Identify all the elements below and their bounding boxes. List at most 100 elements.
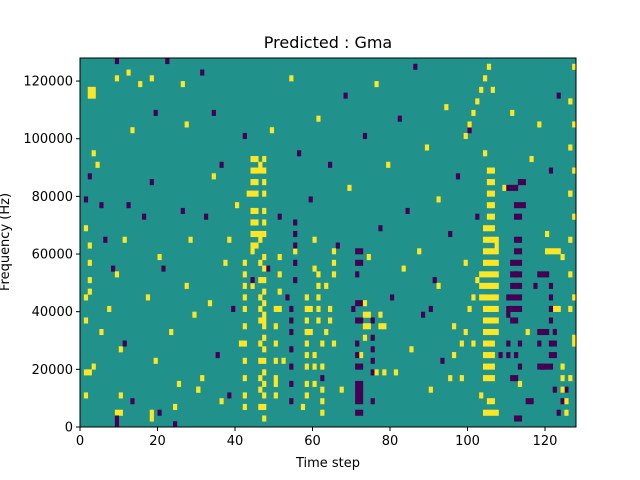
heatmap-cell (169, 328, 174, 336)
heatmap-cell (568, 190, 573, 197)
heatmap-cell (304, 392, 309, 399)
heatmap-cell (254, 167, 259, 174)
heatmap-cell (262, 265, 267, 272)
heatmap-cell (483, 328, 488, 336)
heatmap-cell (490, 202, 495, 209)
heatmap-cell (514, 236, 519, 243)
heatmap-cell (87, 259, 92, 266)
heatmap-cell (510, 375, 515, 382)
heatmap-cell (514, 282, 519, 289)
heatmap-cell (91, 86, 96, 93)
heatmap-cell (467, 121, 472, 128)
x-tick-label: 80 (382, 434, 399, 449)
heatmap-cell (145, 294, 151, 301)
heatmap-cell (463, 328, 468, 336)
heatmap-cell (316, 282, 321, 289)
heatmap-cell (537, 328, 542, 336)
heatmap-cell (304, 352, 309, 359)
heatmap-cell (564, 398, 569, 405)
heatmap-cell (374, 81, 379, 88)
heatmap-cell (444, 104, 449, 111)
heatmap-cell (114, 58, 120, 65)
heatmap-cell (521, 179, 526, 186)
heatmap-cell (564, 409, 569, 416)
y-axis-title: Frequency (Hz) (0, 193, 13, 291)
heatmap-cell (312, 363, 317, 370)
heatmap-cell (494, 236, 499, 243)
heatmap-cell (184, 121, 189, 128)
heatmap-cell (273, 392, 278, 399)
heatmap-cell (254, 207, 259, 214)
heatmap-cell (490, 317, 495, 324)
heatmap-cell (87, 288, 92, 295)
heatmap-cell (242, 323, 247, 330)
heatmap-cell (254, 179, 259, 186)
heatmap-cell (262, 334, 267, 341)
heatmap-cell (331, 259, 337, 266)
heatmap-cell (483, 294, 488, 301)
heatmap-cell (250, 219, 255, 226)
heatmap-cell (262, 288, 267, 295)
heatmap-cell (568, 98, 573, 105)
heatmap-cell (320, 340, 325, 347)
heatmap-cell (331, 340, 337, 347)
heatmap-cell (91, 150, 96, 157)
heatmap-cell (463, 132, 468, 140)
heatmap-cell (483, 75, 488, 82)
heatmap-cell (126, 202, 131, 209)
heatmap-cell (262, 230, 267, 238)
heatmap-cell (316, 305, 321, 312)
heatmap-cell (242, 259, 247, 266)
heatmap-cell (548, 352, 554, 359)
heatmap-cell (506, 184, 511, 191)
heatmap-cell (262, 392, 267, 399)
heatmap-cell (514, 375, 519, 382)
heatmap-cell (517, 179, 523, 186)
heatmap-cell (366, 323, 371, 330)
heatmap-cell (304, 294, 309, 301)
heatmap-cell (548, 363, 554, 370)
heatmap-cell (494, 294, 499, 301)
heatmap-cell (548, 340, 554, 347)
heatmap-cell (366, 254, 371, 261)
heatmap-cell (262, 300, 267, 307)
heatmap-cell (304, 328, 309, 336)
heatmap-cell (219, 398, 224, 405)
heatmap-cell (378, 311, 383, 318)
heatmap-cell (320, 375, 325, 382)
heatmap-cell (483, 150, 488, 157)
heatmap-cell (483, 317, 488, 324)
heatmap-cell (362, 132, 368, 140)
heatmap-cell (483, 282, 488, 289)
heatmap-cell (254, 230, 259, 238)
heatmap-cell (475, 98, 480, 105)
heatmap-cell (242, 132, 247, 140)
heatmap-cell (490, 352, 495, 359)
heatmap-cell (517, 248, 523, 255)
heatmap-cell (362, 334, 368, 341)
heatmap-cell (498, 352, 503, 359)
heatmap-cell (440, 357, 445, 364)
heatmap-cell (359, 386, 364, 393)
heatmap-cell (157, 409, 162, 416)
heatmap-cell (506, 294, 511, 301)
heatmap-cell (242, 357, 247, 364)
heatmap-cell (370, 334, 375, 341)
heatmap-cell (362, 300, 368, 307)
heatmap-cell (421, 311, 426, 318)
heatmap-cell (258, 375, 263, 382)
heatmap-cell (250, 282, 255, 289)
heatmap-cell (545, 230, 550, 238)
heatmap-cell (510, 184, 515, 191)
heatmap-cell (560, 363, 565, 370)
heatmap-cell (490, 213, 495, 220)
heatmap-cell (269, 127, 275, 134)
heatmap-cell (258, 305, 263, 312)
heatmap-cell (254, 190, 259, 197)
heatmap-cell (308, 328, 313, 336)
heatmap-cell (494, 409, 499, 416)
heatmap-cell (355, 409, 360, 416)
heatmap-cell (312, 265, 317, 272)
heatmap-cell (548, 305, 554, 312)
heatmap-cell (258, 340, 263, 347)
